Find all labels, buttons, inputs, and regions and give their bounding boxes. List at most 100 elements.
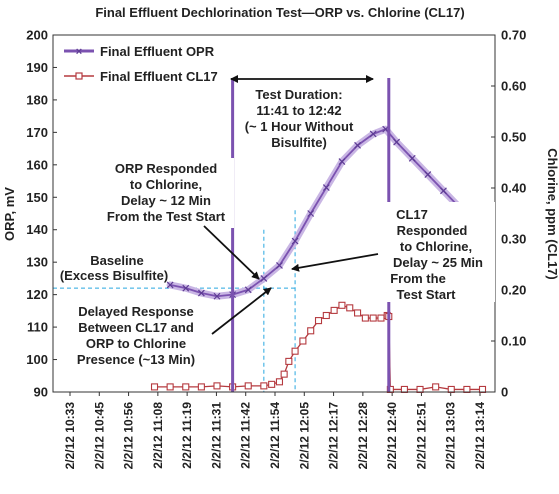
delayed-line-3: ORP to Chlorine [86,336,186,351]
duration-line-4: Bisulfite) [271,135,327,150]
orp-point-mark [291,237,299,245]
x-tick-label: 2/2/12 13:14 [473,402,487,470]
annotation-test-duration: Test Duration: 11:41 to 12:42 (~ 1 Hour … [230,75,374,150]
orp-point-mark [354,141,361,149]
x-tick-label: 2/2/12 11:08 [151,402,165,469]
orp-point [307,210,315,217]
duration-line-3: (~ 1 Hour Without [245,119,354,134]
orp-point-mark [369,130,377,138]
cl17-point [330,306,338,314]
orp-point-mark [213,292,221,300]
cl17-responded-bg [385,202,495,302]
cl17-point [322,311,330,320]
x-tick-label: 2/2/12 11:54 [268,402,282,469]
duration-line-1: Test Duration: [255,87,342,102]
cl17-point [275,378,284,386]
orp-point-mark [244,286,252,294]
legend-cl17-marker [75,72,83,80]
cl17-point [346,304,354,312]
delayed-line-4: Presence (~13 Min) [77,352,195,367]
left-tick-label: 100 [26,352,48,367]
annotation-delayed-response: Delayed Response Between CL17 and ORP to… [60,287,272,368]
cl17-responded-line-4: Delay ~ 25 Min [393,255,483,270]
orp-point [182,284,190,292]
delayed-response-arrow [211,287,272,335]
x-tick-labels: 2/2/12 10:33 2/2/12 10:45 2/2/12 10:56 2/2/… [63,402,487,470]
legend-orp-label: Final Effluent OPR [100,44,215,59]
cl17-responded-line-2: Responded [397,223,468,238]
orp-point-mark [424,171,432,178]
right-tick-label: 0.60 [501,79,526,94]
legend: × Final Effluent OPR Final Effluent CL17 [64,44,218,84]
right-tick-label: 0 [501,385,508,400]
baseline-line-1: Baseline [90,253,143,268]
left-tick-label: 180 [26,92,48,107]
x-tick-label: 2/2/12 13:03 [444,402,458,470]
orp-point [424,171,432,178]
orp-point [166,281,174,289]
x-tick-label: 2/2/12 11:19 [180,402,194,469]
left-tick-label: 110 [27,320,48,335]
chart-title: Final Effluent Dechlorination Test—ORP v… [95,5,464,20]
orp-point-mark [393,138,401,146]
x-tick-label: 2/2/12 11:42 [239,402,253,469]
delayed-line-2: Between CL17 and [78,320,194,335]
orp-point-mark [182,284,190,292]
orp-responded-line-3: Delay ~ 12 Min [121,193,211,208]
orp-point-mark [276,262,283,269]
cl17-point [369,314,377,322]
right-tick-label: 0.70 [501,28,526,43]
orp-point-mark [408,154,416,162]
orp-point-mark [338,158,346,165]
cl17-point [268,380,276,388]
cl17-responded-line-5: From the [390,271,446,286]
orp-point [408,154,416,162]
annotation-baseline: Baseline (Excess Bisulfite) [60,253,168,283]
x-tick-label: 2/2/12 10:45 [92,402,106,470]
delayed-line-1: Delayed Response [78,304,194,319]
orp-responded-line-1: ORP Responded [115,161,217,176]
cl17-point [361,314,369,322]
right-tick-label: 0.40 [501,181,526,196]
orp-point [197,289,205,297]
left-tick-label: 200 [26,28,48,43]
cl17-point [314,317,323,325]
delayed-response-bg [60,302,208,368]
annotation-cl17-responded: CL17 Responded to Chlorine, Delay ~ 25 M… [291,202,495,302]
left-tick-label: 160 [26,157,48,172]
cl17-point [354,309,362,317]
orp-point [260,274,268,282]
orp-point-mark [260,274,268,282]
cl17-point [150,383,159,391]
cl17-point [213,382,221,390]
x-tick-label: 2/2/12 12:05 [297,402,311,470]
cl17-point [197,383,205,391]
y-axis-left-title: ORP, mV [2,187,17,241]
x-tick-label: 2/2/12 12:40 [385,402,399,470]
left-tick-label: 120 [26,287,48,302]
cl17-point [244,382,252,390]
left-tick-label: 130 [26,255,48,270]
orp-point [369,130,377,138]
cl17-point [338,301,346,309]
orp-line [169,128,483,298]
orp-point [393,138,401,146]
cl17-point [280,370,288,378]
cl17-responded-line-3: to Chlorine, [400,239,472,254]
orp-point [276,262,283,269]
cl17-point [432,383,440,391]
left-tick-label: 150 [26,190,48,205]
left-tick-label: 140 [26,222,48,237]
orp-point-mark [322,184,330,191]
annotation-orp-responded: ORP Responded to Chlorine, Delay ~ 12 Mi… [98,158,260,280]
right-tick-label: 0.20 [501,283,526,298]
orp-responded-arrow [203,225,260,280]
cl17-point [299,337,307,345]
cl17-point [166,383,174,391]
orp-point-mark [440,187,447,195]
orp-point-mark [166,281,174,289]
legend-cl17-label: Final Effluent CL17 [100,69,218,84]
cl17-responded-arrow [291,253,379,272]
orp-point [338,158,346,165]
